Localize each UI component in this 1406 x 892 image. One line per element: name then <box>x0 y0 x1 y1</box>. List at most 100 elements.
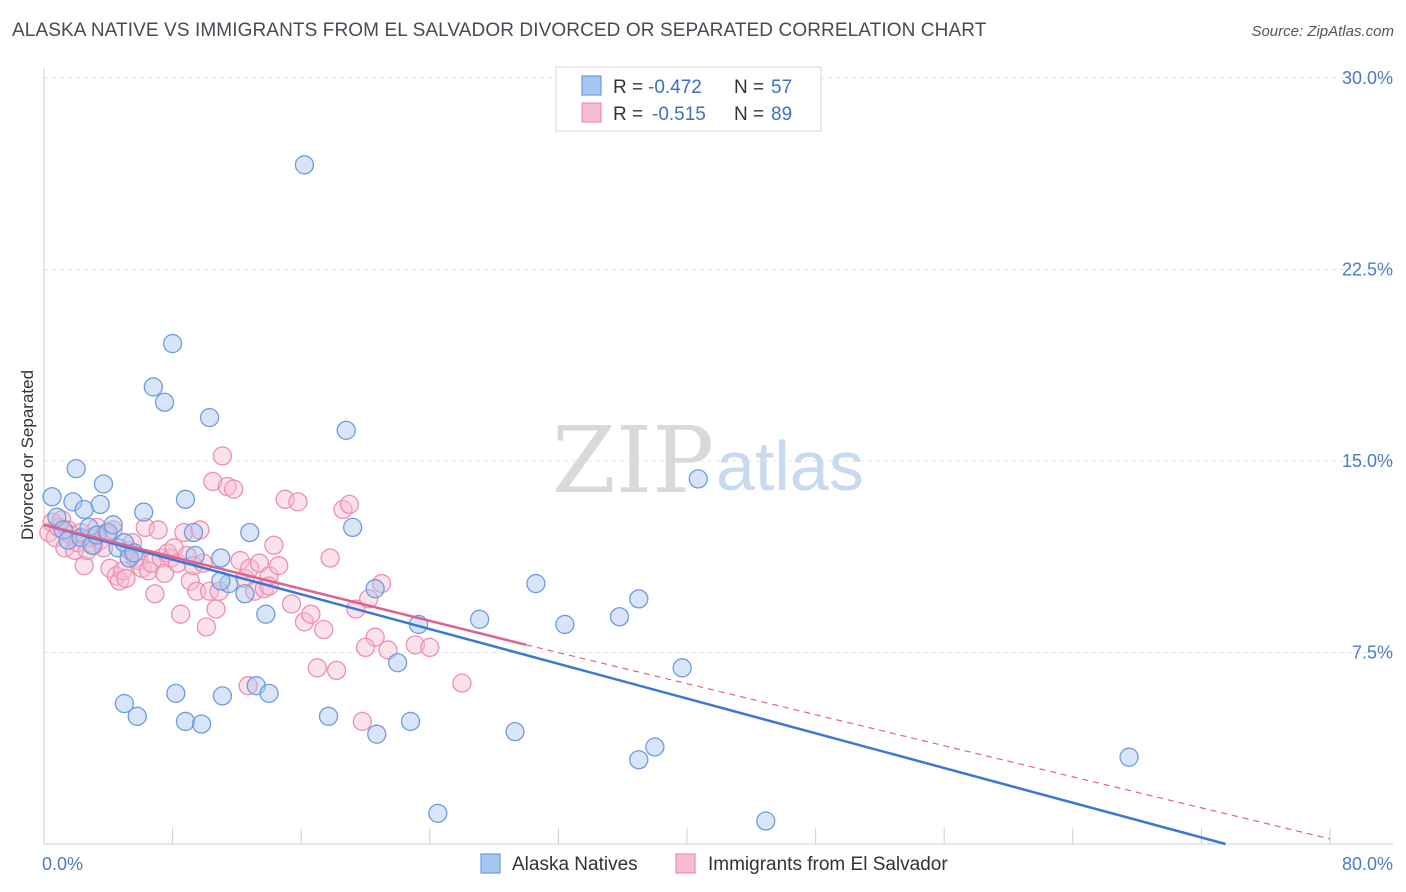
point-el-salvador <box>307 658 327 678</box>
point-el-salvador <box>371 573 392 594</box>
legend-r-label: R = <box>613 77 643 98</box>
point-alaska-natives <box>127 706 147 726</box>
point-el-salvador <box>333 499 353 520</box>
watermark-atlas-text: atlas <box>716 427 864 505</box>
point-alaska-natives <box>134 502 154 522</box>
point-alaska-natives <box>645 737 665 757</box>
chart-title: ALASKA NATIVE VS IMMIGRANTS FROM EL SALV… <box>12 20 987 41</box>
legend-swatch-alaska <box>581 75 602 96</box>
watermark-zip-text: ZIP <box>552 407 714 514</box>
legend-r-value: -0.515 <box>652 104 706 125</box>
point-alaska-natives <box>318 706 339 726</box>
point-alaska-natives <box>756 811 776 831</box>
y-tick-label: 15.0% <box>1342 451 1393 471</box>
y-tick-label: 22.5% <box>1342 260 1393 280</box>
point-alaska-natives <box>63 492 83 512</box>
point-el-salvador <box>452 673 472 693</box>
point-el-salvador <box>264 535 284 555</box>
point-el-salvador <box>203 471 223 492</box>
point-alaska-natives <box>114 693 135 714</box>
trend-line-el-salvador <box>43 523 527 647</box>
point-el-salvador <box>269 556 289 576</box>
point-el-salvador <box>314 619 334 640</box>
point-alaska-natives <box>256 604 276 624</box>
point-el-salvador <box>230 550 250 571</box>
point-el-salvador <box>180 571 200 591</box>
point-alaska-natives <box>1119 747 1139 767</box>
point-alaska-natives <box>367 724 387 744</box>
point-el-salvador <box>212 446 233 466</box>
point-el-salvador <box>420 637 440 658</box>
point-el-salvador <box>294 612 315 632</box>
point-alaska-natives <box>428 803 448 824</box>
point-el-salvador <box>405 635 425 655</box>
point-alaska-natives <box>90 494 110 515</box>
point-alaska-natives <box>154 392 175 412</box>
point-alaska-natives <box>629 589 649 609</box>
point-alaska-natives <box>191 714 212 734</box>
point-el-salvador <box>145 584 165 604</box>
point-alaska-natives <box>66 459 86 479</box>
point-alaska-natives <box>42 487 62 507</box>
point-alaska-natives <box>175 711 196 732</box>
point-el-salvador <box>148 520 168 540</box>
point-el-salvador <box>116 568 136 589</box>
point-alaska-natives <box>259 683 279 704</box>
point-alaska-natives <box>629 750 649 770</box>
point-alaska-natives <box>240 522 260 543</box>
point-alaska-natives <box>162 333 183 354</box>
legend-n-value: 89 <box>771 104 792 125</box>
point-el-salvador <box>74 556 94 576</box>
x-tick-labels: 0.0% 80.0% <box>42 854 1393 874</box>
point-alaska-natives <box>212 686 233 706</box>
point-el-salvador <box>301 604 321 624</box>
series-legend: Alaska Natives Immigrants from El Salvad… <box>480 853 948 875</box>
point-el-salvador <box>288 492 308 512</box>
point-el-salvador <box>170 604 191 624</box>
axes <box>43 68 1393 845</box>
legend-n-label: N = <box>734 104 764 125</box>
point-alaska-natives <box>609 607 630 627</box>
y-tick-labels: 7.5% 15.0% 22.5% 30.0% <box>1342 68 1393 663</box>
point-el-salvador <box>352 711 372 732</box>
point-el-salvador <box>196 617 217 637</box>
point-alaska-natives <box>672 658 692 678</box>
correlation-legend: R = -0.472 N = 57 R = -0.515 N = 89 <box>555 66 822 132</box>
point-el-salvador <box>365 627 385 647</box>
legend-swatch-el-salvador <box>675 853 696 874</box>
point-el-salvador <box>326 660 347 681</box>
point-alaska-natives <box>199 407 220 428</box>
point-el-salvador <box>320 548 340 568</box>
point-alaska-natives <box>505 722 525 742</box>
point-el-salvador <box>281 594 302 614</box>
watermark: ZIP atlas <box>552 407 864 514</box>
point-alaska-natives <box>342 517 363 538</box>
point-alaska-natives <box>387 653 408 673</box>
source-label: Source: ZipAtlas.com <box>1251 23 1394 40</box>
point-alaska-natives <box>143 377 163 397</box>
point-alaska-natives <box>336 420 356 441</box>
point-alaska-natives <box>365 579 385 599</box>
trend-lines <box>43 523 1331 846</box>
point-el-salvador <box>339 494 360 515</box>
legend-label-el-salvador: Immigrants from El Salvador <box>708 854 948 875</box>
y-tick-label: 30.0% <box>1342 68 1393 88</box>
point-alaska-natives <box>235 584 255 604</box>
trend-line-el-salvador-extension <box>526 644 1331 840</box>
point-el-salvador <box>238 676 258 696</box>
point-alaska-natives <box>688 469 708 489</box>
point-el-salvador <box>355 637 376 658</box>
legend-swatch-alaska-natives <box>480 853 501 874</box>
legend-n-value: 57 <box>771 77 792 98</box>
point-alaska-natives <box>183 522 204 543</box>
legend-r-label: R = <box>613 104 643 125</box>
point-alaska-natives <box>175 489 196 509</box>
legend-r-value: -0.472 <box>648 77 702 98</box>
point-alaska-natives <box>166 683 186 704</box>
point-el-salvador <box>378 640 398 660</box>
legend-n-label: N = <box>734 77 764 98</box>
y-axis-label: Divorced or Separated <box>18 370 37 540</box>
point-el-salvador <box>249 553 270 573</box>
point-el-salvador <box>206 599 226 619</box>
